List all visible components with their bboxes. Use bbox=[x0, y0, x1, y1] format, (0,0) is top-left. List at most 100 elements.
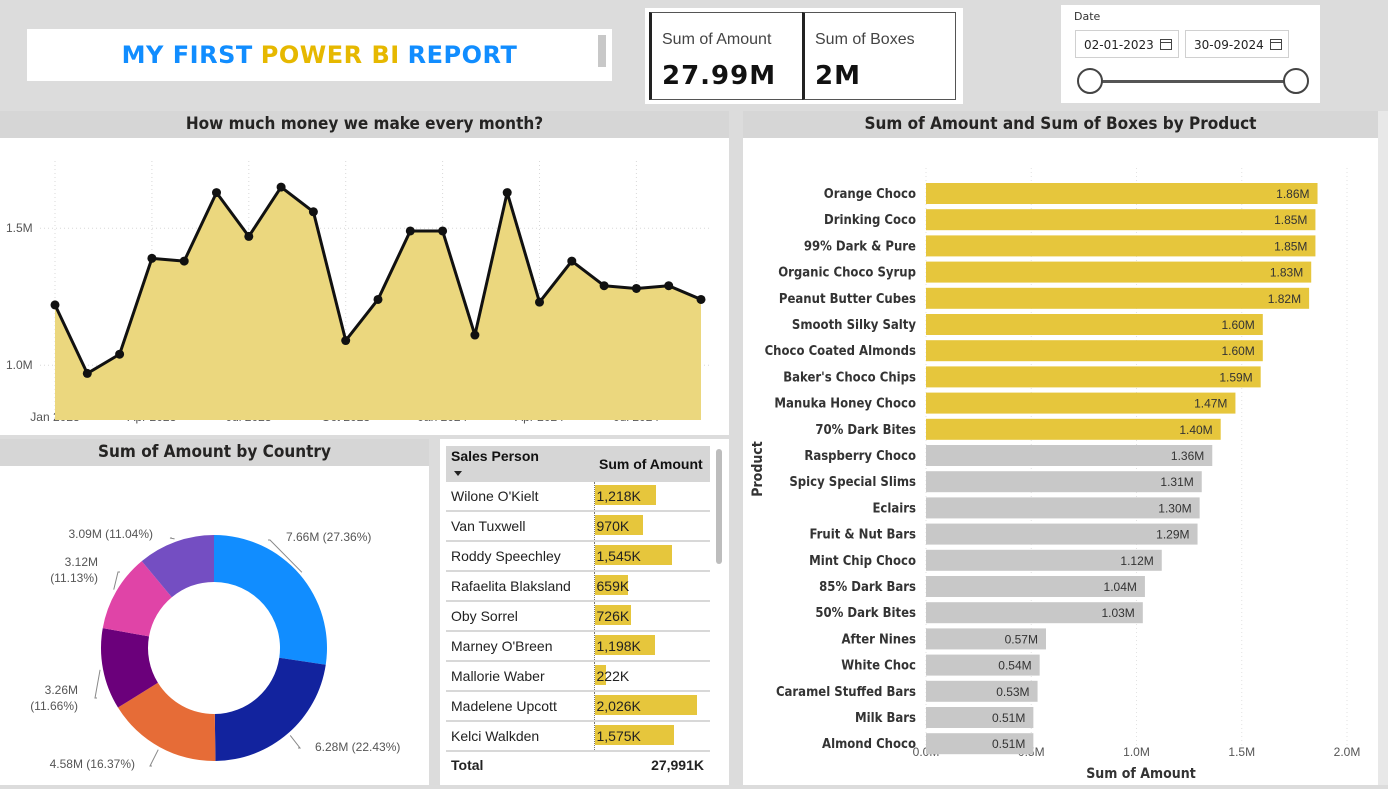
data-point[interactable] bbox=[470, 330, 480, 340]
table-row[interactable]: Rafaelita Blaksland 659K bbox=[446, 571, 710, 602]
data-point[interactable] bbox=[82, 368, 92, 378]
bar[interactable] bbox=[926, 576, 1145, 597]
donut-slice[interactable] bbox=[100, 628, 158, 708]
bar[interactable] bbox=[926, 680, 1038, 702]
bar[interactable] bbox=[926, 733, 1034, 755]
donut-slice[interactable] bbox=[141, 535, 214, 598]
kpi-cards: Sum of Amount 27.99M Sum of Boxes 2M bbox=[645, 8, 963, 104]
category-label: 99% Dark & Pure bbox=[804, 239, 916, 254]
sum-of-amount-cell: 2,026K bbox=[593, 691, 710, 722]
data-point[interactable] bbox=[373, 294, 383, 304]
bar[interactable] bbox=[926, 628, 1046, 650]
data-point[interactable] bbox=[308, 207, 318, 217]
bar-data-label: 1.29M bbox=[1156, 528, 1189, 542]
slice-data-label: 7.66M (27.36%) bbox=[286, 530, 371, 544]
title-part-2: POWER BI bbox=[260, 41, 400, 69]
table-row[interactable]: Wilone O'Kielt 1,218K bbox=[446, 482, 710, 512]
kpi-card-amount: Sum of Amount 27.99M bbox=[649, 12, 803, 100]
bar[interactable] bbox=[926, 366, 1261, 388]
data-point[interactable] bbox=[599, 281, 609, 291]
x-tick-label: 1.5M bbox=[1228, 745, 1255, 759]
category-label: After Nines bbox=[841, 632, 916, 647]
table-row[interactable]: Madelene Upcott 2,026K bbox=[446, 691, 710, 722]
bar[interactable] bbox=[926, 235, 1316, 257]
bar[interactable] bbox=[926, 314, 1263, 335]
amount-value: 2,026K bbox=[596, 698, 641, 714]
table-scrollbar[interactable] bbox=[716, 449, 722, 564]
title-scrollbar[interactable] bbox=[598, 35, 606, 67]
data-point[interactable] bbox=[405, 226, 415, 236]
table-row[interactable]: Mallorie Waber 222K bbox=[446, 661, 710, 692]
data-point[interactable] bbox=[212, 188, 221, 198]
table-row[interactable]: Marney O'Breen 1,198K bbox=[446, 631, 710, 662]
table-row[interactable]: Oby Sorrel 726K bbox=[446, 601, 710, 632]
data-point[interactable] bbox=[276, 182, 286, 192]
bar[interactable] bbox=[926, 523, 1198, 545]
sales-person-name: Oby Sorrel bbox=[446, 601, 594, 632]
data-point[interactable] bbox=[664, 281, 674, 291]
slice-data-label: 6.28M (22.43%) bbox=[315, 740, 400, 754]
data-point[interactable] bbox=[50, 300, 60, 310]
bar[interactable] bbox=[926, 471, 1202, 493]
amount-value: 222K bbox=[596, 668, 630, 684]
data-point[interactable] bbox=[567, 256, 577, 266]
donut-slice[interactable] bbox=[214, 535, 327, 665]
data-point[interactable] bbox=[631, 283, 641, 293]
data-point[interactable] bbox=[696, 294, 706, 304]
table-row[interactable]: Kelci Walkden 1,575K bbox=[446, 721, 710, 752]
amount-value: 1,575K bbox=[596, 728, 641, 744]
data-bar bbox=[594, 515, 644, 535]
table-row[interactable]: Van Tuxwell 970K bbox=[446, 511, 710, 542]
bar[interactable] bbox=[926, 445, 1213, 466]
bar[interactable] bbox=[926, 497, 1200, 519]
bar[interactable] bbox=[926, 392, 1236, 414]
sum-of-amount-cell: 1,545K bbox=[593, 541, 710, 572]
donut-slice[interactable] bbox=[102, 561, 172, 637]
bar[interactable] bbox=[926, 209, 1316, 231]
data-point[interactable] bbox=[147, 253, 157, 263]
slice-data-label: 3.09M (11.04%) bbox=[69, 527, 154, 541]
column-header-sum-of-amount[interactable]: Sum of Amount bbox=[594, 446, 710, 482]
bar[interactable] bbox=[926, 418, 1221, 440]
date-range-start-handle[interactable] bbox=[1077, 68, 1103, 94]
data-point[interactable] bbox=[115, 349, 125, 359]
bar[interactable] bbox=[926, 654, 1040, 676]
sum-of-amount-cell: 726K bbox=[593, 601, 710, 632]
category-label: Choco Coated Almonds bbox=[765, 344, 916, 359]
leader-line bbox=[94, 669, 101, 699]
bar[interactable] bbox=[926, 340, 1263, 362]
sales-person-name: Kelci Walkden bbox=[446, 721, 594, 752]
data-point[interactable] bbox=[179, 256, 189, 266]
bar[interactable] bbox=[926, 287, 1310, 309]
kpi-label: Sum of Boxes bbox=[815, 31, 915, 48]
bar[interactable] bbox=[926, 707, 1034, 728]
column-header-sales-person[interactable]: Sales Person bbox=[446, 446, 594, 482]
calendar-icon[interactable] bbox=[1270, 39, 1282, 50]
date-range-end-handle[interactable] bbox=[1283, 68, 1309, 94]
data-point[interactable] bbox=[535, 297, 544, 307]
calendar-icon[interactable] bbox=[1160, 39, 1172, 50]
data-point[interactable] bbox=[341, 336, 351, 346]
kpi-value: 2M bbox=[815, 61, 861, 91]
start-date-input[interactable]: 02-01-2023 bbox=[1075, 30, 1179, 58]
category-label: Baker's Choco Chips bbox=[783, 370, 916, 385]
donut-slice[interactable] bbox=[117, 682, 216, 761]
table-row[interactable]: Roddy Speechley 1,545K bbox=[446, 541, 710, 572]
bar[interactable] bbox=[926, 549, 1162, 571]
bar[interactable] bbox=[926, 602, 1143, 624]
data-bar bbox=[594, 695, 697, 715]
bar[interactable] bbox=[926, 183, 1318, 204]
category-label: Raspberry Choco bbox=[804, 449, 916, 464]
data-bar bbox=[594, 485, 656, 505]
data-point[interactable] bbox=[502, 188, 512, 198]
date-range-slider-track[interactable] bbox=[1091, 80, 1297, 83]
data-point[interactable] bbox=[244, 231, 254, 241]
end-date-input[interactable]: 30-09-2024 bbox=[1185, 30, 1289, 58]
bar-data-label: 0.54M bbox=[998, 659, 1031, 673]
end-date-value: 30-09-2024 bbox=[1194, 38, 1264, 52]
sort-desc-icon[interactable] bbox=[454, 470, 462, 476]
data-point[interactable] bbox=[438, 226, 448, 236]
category-label: 50% Dark Bites bbox=[815, 606, 916, 621]
bar[interactable] bbox=[926, 261, 1312, 283]
donut-slice[interactable] bbox=[214, 657, 326, 761]
